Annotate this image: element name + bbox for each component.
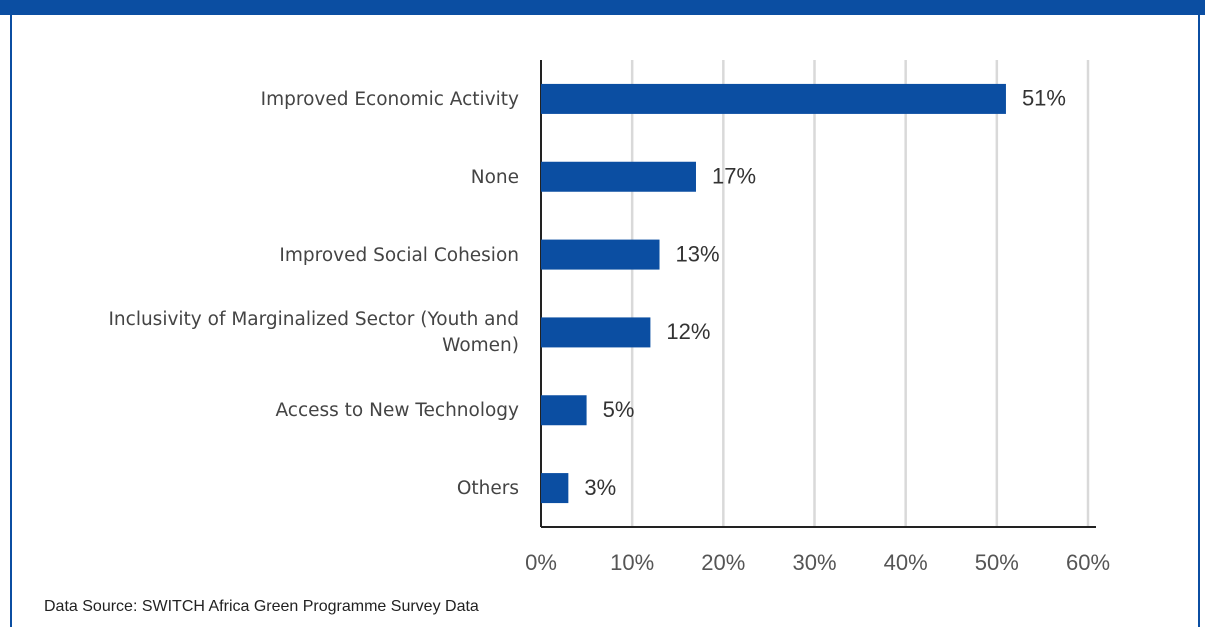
data-label: 3% [584,475,616,500]
x-tick-label: 30% [792,550,836,575]
data-label: 13% [676,241,720,266]
y-tick-label: Improved Social Cohesion [279,244,519,266]
data-label: 51% [1022,86,1066,111]
y-tick-label: None [470,166,519,188]
bar [541,473,569,504]
bar [541,395,587,426]
bar [541,239,660,270]
data-label: 5% [603,397,635,422]
x-tick-label: 40% [884,550,928,575]
x-tick-label: 20% [701,550,745,575]
y-tick-label: Inclusivity of Marginalized Sector (Yout… [108,309,519,357]
y-tick-label: Improved Economic Activity [260,88,519,110]
x-tick-label: 0% [525,550,557,575]
x-tick-label: 10% [610,550,654,575]
y-tick-label: Access to New Technology [275,400,519,422]
data-label: 17% [712,164,756,189]
source-note: Data Source: SWITCH Africa Green Program… [44,598,479,615]
bar [541,83,1006,114]
data-label: 12% [666,319,710,344]
x-tick-label: 60% [1066,550,1110,575]
x-tick-label: 50% [975,550,1019,575]
y-tick-label: Others [456,478,519,500]
bar [541,161,696,192]
header-bar [0,0,1205,15]
bar [541,317,651,348]
